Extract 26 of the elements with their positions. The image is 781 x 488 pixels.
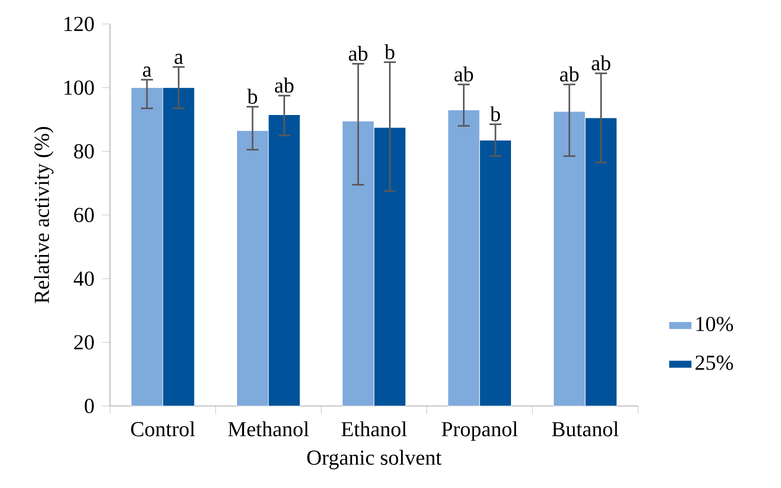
y-tick-label: 100 <box>64 80 94 95</box>
annotation: b <box>384 44 394 60</box>
annotation: ab <box>560 66 579 82</box>
annotation: a <box>174 54 184 64</box>
x-tick-label: Methanol <box>228 421 309 436</box>
annotation: ab <box>274 78 294 93</box>
legend-label: 25% <box>696 356 733 370</box>
y-tick-label: 40 <box>74 271 94 286</box>
annotation: ab <box>454 66 474 82</box>
x-tick-label: Butanol <box>552 421 619 436</box>
annotation: b <box>490 106 500 122</box>
y-axis-title: Relative activity (%) <box>34 127 54 304</box>
x-tick-label: Ethanol <box>341 421 407 436</box>
y-tick-label: 80 <box>74 144 94 159</box>
annotation: ab <box>592 55 610 70</box>
annotation: b <box>247 88 258 104</box>
annotation: a <box>142 66 152 77</box>
x-tick-label: Propanol <box>442 421 518 441</box>
x-tick-label: Control <box>131 421 195 436</box>
y-tick-label: 20 <box>74 335 94 350</box>
legend-label: 10% <box>696 316 733 332</box>
y-tick-label: 60 <box>74 208 94 222</box>
x-axis-title: Organic solvent <box>307 450 442 470</box>
y-tick-label: 0 <box>84 398 94 414</box>
annotation: ab <box>348 46 368 61</box>
y-tick-label: 120 <box>64 16 94 32</box>
